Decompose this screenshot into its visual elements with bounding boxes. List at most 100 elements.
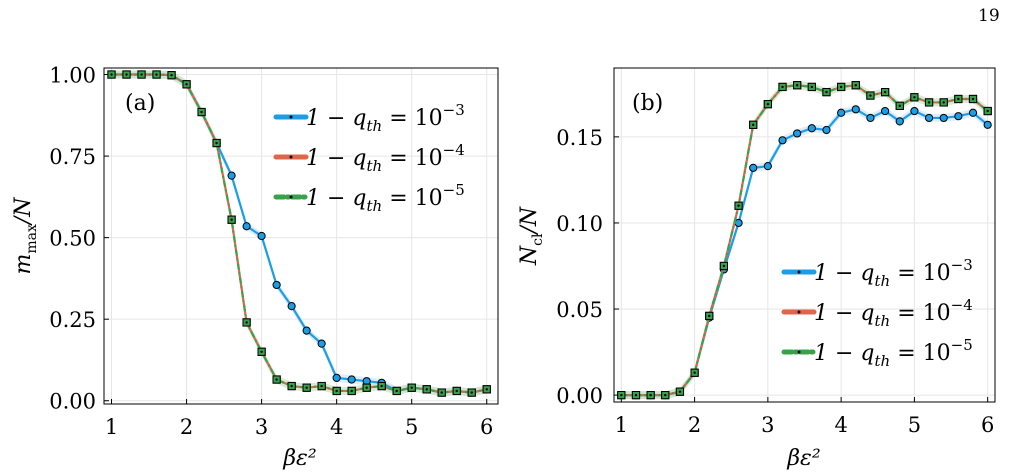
legend-exp: −3 (443, 101, 465, 119)
data-point-center (155, 73, 158, 76)
legend-key-marker (289, 195, 293, 199)
data-point (807, 124, 816, 133)
data-point (317, 339, 326, 348)
x-tick-label: 1 (615, 413, 628, 437)
legend: 1 − qth = 10−31 − qth = 10−41 − qth = 10… (273, 101, 465, 215)
data-point-center (913, 96, 916, 99)
plot-frame (613, 67, 996, 403)
legend-exp: −5 (443, 181, 465, 199)
data-point-center (898, 104, 901, 108)
legend: 1 − qth = 10−31 − qth = 10−41 − qth = 10… (781, 256, 973, 370)
x-axis-label: βε² (786, 446, 820, 471)
legend-key-marker (797, 270, 801, 274)
data-point-center (260, 350, 263, 354)
legend-rhs: = 10 (890, 261, 950, 286)
data-point (257, 231, 266, 241)
y-tick-label: 0.00 (49, 390, 96, 414)
legend-sub: th (367, 157, 383, 175)
data-point-center (693, 371, 696, 374)
legend-sub: th (875, 352, 891, 370)
x-tick-label: 5 (908, 413, 921, 437)
x-tick-label: 1 (105, 415, 118, 439)
data-point (851, 105, 860, 114)
data-point-center (275, 378, 278, 381)
x-tick-label: 2 (688, 413, 701, 437)
data-point-center (335, 389, 338, 393)
legend-exp: −3 (951, 256, 973, 274)
legend-entry: 1 − qth = 10−4 (306, 141, 465, 175)
x-tick-label: 4 (834, 413, 847, 437)
legend-entry: 1 − qth = 10−5 (306, 181, 465, 215)
x-tick-label: 3 (761, 413, 774, 437)
data-point-center (455, 389, 458, 393)
data-point-center (215, 141, 218, 145)
data-point-center (795, 84, 799, 87)
data-point (866, 113, 875, 123)
data-point-center (410, 386, 413, 389)
x-tick-label: 5 (405, 415, 418, 439)
legend-entry: 1 − qth = 10−3 (306, 101, 465, 135)
data-point-center (810, 85, 814, 89)
data-point-center (971, 97, 975, 101)
data-point (763, 162, 772, 171)
y-tick-label: 0.05 (556, 298, 603, 322)
y-tick-label: 0.50 (49, 227, 96, 251)
data-point-center (200, 110, 203, 114)
data-point (954, 112, 963, 121)
x-tick-label: 4 (330, 415, 343, 439)
legend-rhs: = 10 (382, 186, 442, 211)
legend-exp: −4 (951, 296, 973, 314)
legend-main: 1 − q (814, 341, 875, 366)
data-point (347, 375, 356, 384)
legend-entry: 1 − qth = 10−5 (814, 336, 973, 370)
data-point-center (825, 90, 828, 94)
legend-sub: th (367, 117, 383, 135)
legend-key-marker (289, 155, 293, 159)
data-point-center (380, 384, 383, 388)
data-point-center (350, 389, 353, 393)
data-point-center (425, 388, 428, 391)
legend-main: 1 − q (814, 261, 875, 286)
series-line (621, 84, 989, 397)
data-point (272, 280, 281, 290)
legend-sub: th (875, 272, 891, 290)
data-point (749, 163, 758, 172)
legend-sub: th (367, 197, 383, 215)
legend-key-marker (797, 310, 801, 314)
data-point-center (485, 388, 488, 391)
data-point (910, 106, 919, 116)
data-point-center (957, 97, 960, 101)
data-point (302, 326, 311, 335)
data-point (793, 129, 802, 138)
legend-exp: −4 (443, 141, 465, 159)
legend-main: 1 − q (814, 301, 875, 326)
data-point (822, 125, 831, 135)
data-point-center (649, 393, 652, 397)
data-point (895, 117, 904, 126)
y-tick-label: 0.00 (556, 384, 603, 408)
y-tick-label: 0.25 (49, 308, 96, 332)
page-number: 19 (978, 6, 1000, 26)
y-axis-label-den: /N (11, 197, 36, 226)
data-point-center (440, 391, 443, 394)
data-point (287, 302, 296, 311)
y-tick-label: 0.15 (556, 126, 603, 150)
data-point-center (230, 218, 233, 221)
legend-sub: th (875, 312, 891, 330)
data-point-center (470, 391, 473, 394)
data-point-center (110, 73, 113, 76)
data-point-center (927, 101, 931, 104)
y-axis-label-main: N (517, 245, 542, 266)
data-point-center (245, 321, 248, 324)
data-point (968, 108, 978, 117)
data-point (778, 136, 787, 145)
legend-main: 1 − q (306, 146, 367, 171)
x-tick-label: 6 (981, 413, 994, 437)
y-axis-label-main: m (11, 254, 36, 275)
data-point-center (634, 393, 638, 397)
x-axis-label: βε² (282, 446, 316, 471)
y-axis-label-sub: max (24, 224, 40, 254)
data-point-center (678, 390, 682, 393)
legend-main: 1 − q (306, 186, 367, 211)
data-point-center (395, 389, 398, 393)
